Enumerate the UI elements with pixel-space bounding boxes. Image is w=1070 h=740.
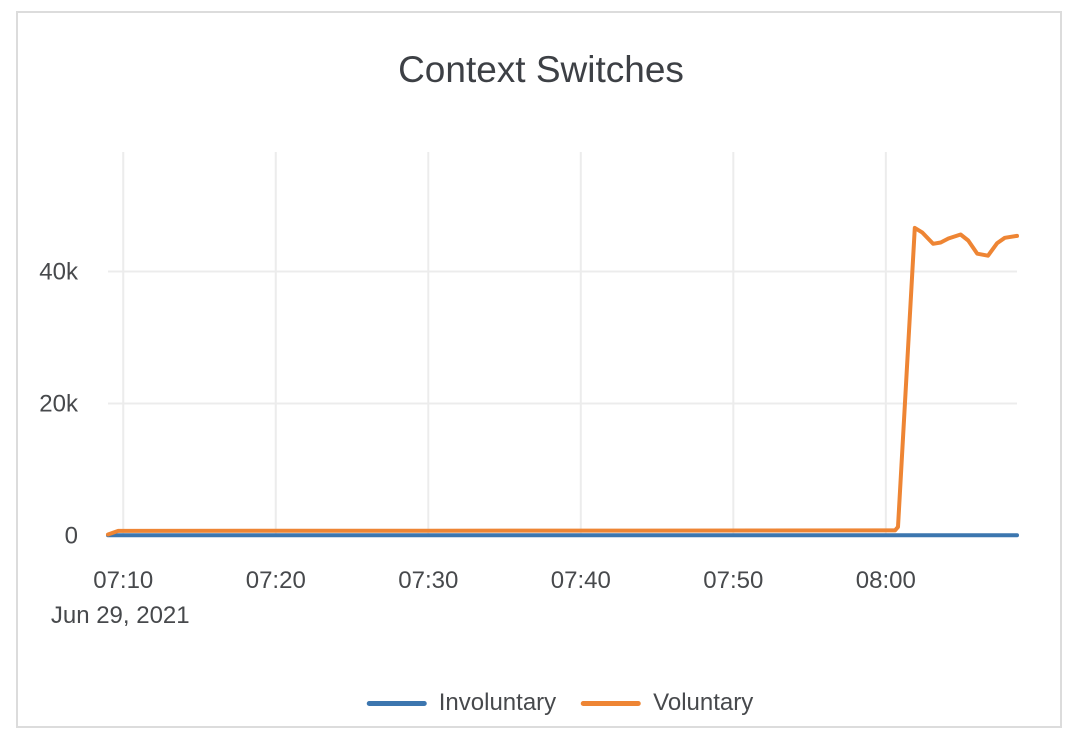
y-tick-label: 20k [39, 391, 79, 418]
chart-card [16, 11, 1062, 728]
axis-labels: 07:10 07:20 07:30 07:40 07:50 08:00 0 20k 40k Jun… [39, 259, 916, 630]
x-tick-label: 08:00 [856, 567, 916, 594]
voluntary-line-swatch-icon [581, 700, 642, 706]
legend-item-voluntary[interactable]: Voluntary [581, 689, 753, 717]
chart-title: Context Switches [398, 49, 684, 90]
y-tick-label: 0 [65, 523, 78, 550]
x-tick-label: 07:40 [551, 567, 611, 594]
x-tick-label: 07:50 [703, 567, 763, 594]
y-tick-label: 40k [39, 259, 79, 286]
legend-label-voluntary: Voluntary [653, 689, 754, 716]
x-tick-label: 07:10 [93, 567, 153, 594]
gridlines [108, 152, 1017, 537]
involuntary-line-swatch-icon [366, 700, 427, 706]
chart-legend: Involuntary Voluntary [366, 689, 753, 717]
legend-label-involuntary: Involuntary [438, 689, 557, 716]
series-line-voluntary [106, 225, 1019, 537]
x-tick-label: 07:30 [398, 567, 458, 594]
x-axis-date-label: Jun 29, 2021 [51, 602, 190, 629]
legend-item-involuntary[interactable]: Involuntary [366, 689, 557, 717]
x-tick-label: 07:20 [246, 567, 306, 594]
